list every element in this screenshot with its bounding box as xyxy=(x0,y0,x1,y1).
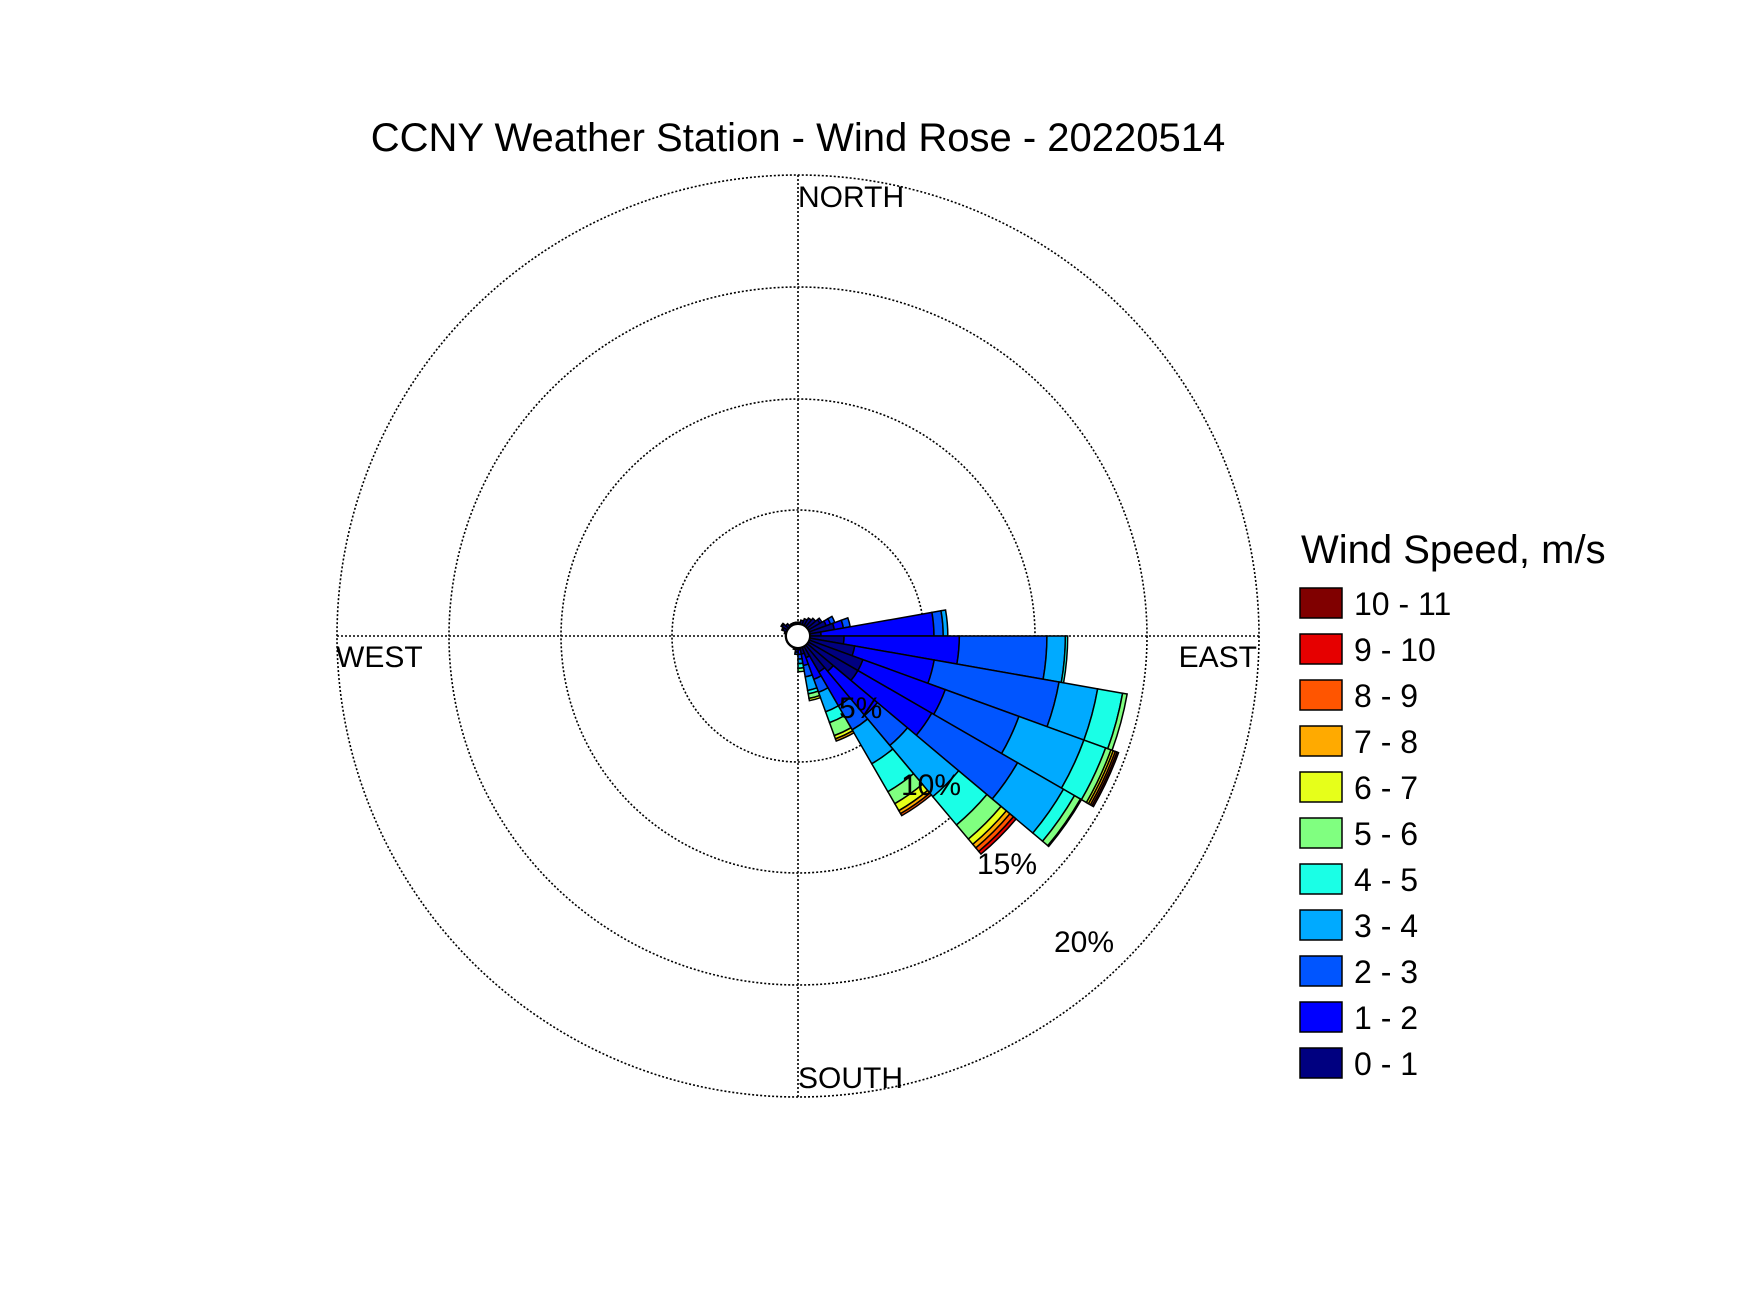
legend-label: 8 - 9 xyxy=(1354,678,1418,714)
legend-swatch xyxy=(1299,955,1343,987)
legend-label: 3 - 4 xyxy=(1354,908,1418,944)
legend-label: 6 - 7 xyxy=(1354,770,1418,806)
ring-label-10: 10% xyxy=(901,769,961,802)
legend-swatch xyxy=(1299,909,1343,941)
legend-swatch xyxy=(1299,587,1343,619)
petal-segment-125deg-bin-6 xyxy=(1046,798,1083,848)
legend-label: 5 - 6 xyxy=(1354,816,1418,852)
petal-segment-135deg-bin-9 xyxy=(977,815,1018,856)
petal-segment-185deg-bin-2 xyxy=(793,651,799,656)
petal-segment-305deg-bin-1 xyxy=(780,622,785,628)
legend-label: 2 - 3 xyxy=(1354,954,1418,990)
calm-center-circle xyxy=(785,623,811,649)
legend-swatch xyxy=(1299,1001,1343,1033)
legend-label: 4 - 5 xyxy=(1354,862,1418,898)
legend-swatch xyxy=(1299,1047,1343,1079)
petal-segment-145deg-bin-8 xyxy=(899,792,933,817)
legend-label: 7 - 8 xyxy=(1354,724,1418,760)
legend-label: 0 - 1 xyxy=(1354,1046,1418,1082)
legend-swatch xyxy=(1299,771,1343,803)
legend-swatch xyxy=(1299,679,1343,711)
direction-label-east: EAST xyxy=(1179,641,1257,674)
legend: Wind Speed, m/s 10 - 11 9 - 10 8 - 9 7 - 8 6… xyxy=(1299,528,1606,1082)
legend-swatch xyxy=(1299,633,1343,665)
chart-title: CCNY Weather Station - Wind Rose - 20220… xyxy=(371,116,1226,160)
legend-title: Wind Speed, m/s xyxy=(1301,528,1606,572)
legend-label: 9 - 10 xyxy=(1354,632,1436,668)
direction-label-west: WEST xyxy=(336,641,423,674)
legend-swatch xyxy=(1299,817,1343,849)
legend-label: 10 - 11 xyxy=(1354,586,1451,622)
petal-segment-115deg-bin-9 xyxy=(1091,751,1120,808)
direction-label-north: NORTH xyxy=(798,181,904,214)
legend-label: 1 - 2 xyxy=(1354,1000,1418,1036)
direction-label-south: SOUTH xyxy=(798,1062,903,1095)
petal-segment-165deg-bin-6 xyxy=(808,694,822,702)
wind-rose-petals xyxy=(780,609,1129,856)
legend-swatch xyxy=(1299,863,1343,895)
petal-segment-175deg-bin-5 xyxy=(797,666,806,673)
ring-label-20: 20% xyxy=(1054,926,1114,959)
legend-swatch xyxy=(1299,725,1343,757)
ring-label-5: 5% xyxy=(839,692,882,725)
petal-segment-155deg-bin-7 xyxy=(834,729,855,743)
ring-label-15: 15% xyxy=(977,848,1037,881)
